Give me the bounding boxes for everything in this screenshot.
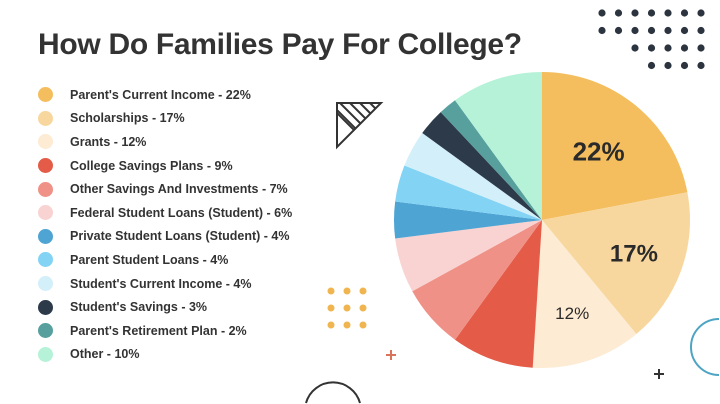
legend-swatch bbox=[38, 299, 53, 315]
dot bbox=[664, 44, 672, 52]
dot bbox=[359, 287, 367, 295]
legend-item: Student's Current Income - 4% bbox=[38, 272, 292, 296]
pie-slice bbox=[404, 133, 542, 220]
dot bbox=[647, 26, 656, 35]
legend-label: College Savings Plans - 9% bbox=[70, 158, 233, 173]
slice-data-label: 12% bbox=[555, 304, 589, 323]
dot bbox=[647, 44, 656, 52]
legend-label: Scholarships - 17% bbox=[70, 111, 185, 126]
legend-label: Other Savings And Investments - 7% bbox=[70, 182, 288, 197]
legend-item: Other - 10% bbox=[38, 343, 292, 367]
teal-circle-decoration bbox=[690, 318, 720, 376]
dot bbox=[327, 304, 335, 312]
dot bbox=[697, 61, 705, 70]
legend-swatch bbox=[38, 134, 53, 150]
pie-slice bbox=[394, 201, 542, 239]
legend-label: Parent's Retirement Plan - 2% bbox=[70, 323, 247, 338]
dot bbox=[614, 9, 623, 17]
legend-item: Parent's Retirement Plan - 2% bbox=[38, 319, 292, 343]
legend-swatch bbox=[38, 110, 53, 126]
legend-label: Private Student Loans (Student) - 4% bbox=[70, 229, 290, 244]
pie-slice bbox=[532, 220, 637, 368]
dot bbox=[343, 321, 351, 329]
legend-label: Other - 10% bbox=[70, 347, 140, 362]
pie-slice bbox=[395, 220, 542, 292]
legend-label: Student's Current Income - 4% bbox=[70, 276, 252, 291]
legend-item: Scholarships - 17% bbox=[38, 107, 292, 131]
legend-swatch bbox=[38, 205, 53, 221]
dot bbox=[598, 9, 606, 17]
dot bbox=[697, 9, 705, 17]
slice-data-label: 17% bbox=[610, 240, 658, 267]
pie-slice bbox=[422, 112, 542, 220]
legend-item: Parent Student Loans - 4% bbox=[38, 248, 292, 272]
dot bbox=[327, 287, 335, 295]
dot bbox=[664, 61, 672, 70]
legend-swatch bbox=[38, 228, 53, 244]
dot bbox=[664, 26, 672, 35]
legend: Parent's Current Income - 22% Scholarship… bbox=[38, 83, 292, 366]
plus-decoration bbox=[654, 369, 664, 379]
legend-label: Parent Student Loans - 4% bbox=[70, 252, 229, 267]
pie-slice bbox=[395, 165, 542, 220]
pie-slice bbox=[412, 220, 542, 340]
slice-data-label: 22% bbox=[573, 137, 625, 167]
dot bbox=[680, 9, 689, 17]
legend-label: Parent's Current Income - 22% bbox=[70, 87, 251, 102]
dot bbox=[327, 321, 335, 329]
dot bbox=[631, 26, 639, 35]
legend-swatch bbox=[38, 181, 53, 197]
legend-item: College Savings Plans - 9% bbox=[38, 154, 292, 178]
legend-item: Private Student Loans (Student) - 4% bbox=[38, 225, 292, 249]
dot bbox=[343, 287, 351, 295]
legend-item: Grants - 12% bbox=[38, 130, 292, 154]
legend-swatch bbox=[38, 158, 53, 174]
dot bbox=[647, 61, 656, 70]
dot bbox=[631, 44, 639, 52]
dot bbox=[680, 26, 689, 35]
dot bbox=[664, 9, 672, 17]
pie-slice bbox=[455, 220, 542, 368]
pie-slice bbox=[542, 192, 691, 335]
pie-slice bbox=[542, 72, 688, 220]
pie-slice bbox=[440, 100, 542, 220]
legend-label: Grants - 12% bbox=[70, 134, 147, 149]
dot bbox=[598, 26, 606, 35]
legend-item: Parent's Current Income - 22% bbox=[38, 83, 292, 107]
dot bbox=[680, 61, 689, 70]
legend-label: Federal Student Loans (Student) - 6% bbox=[70, 205, 293, 220]
plus-decoration bbox=[386, 350, 396, 360]
circle-outline-decoration bbox=[305, 381, 361, 404]
legend-swatch bbox=[38, 323, 53, 339]
chart-title: How Do Families Pay For College? bbox=[38, 28, 522, 61]
legend-item: Other Savings And Investments - 7% bbox=[38, 177, 292, 201]
dot bbox=[614, 26, 623, 35]
dot bbox=[359, 321, 367, 329]
dot bbox=[697, 26, 705, 35]
dot bbox=[680, 44, 689, 52]
dot bbox=[647, 9, 656, 17]
orange-dot-grid-decoration bbox=[327, 287, 367, 329]
legend-swatch bbox=[38, 346, 53, 362]
legend-swatch bbox=[38, 276, 53, 292]
pie-slice bbox=[455, 72, 542, 220]
legend-item: Federal Student Loans (Student) - 6% bbox=[38, 201, 292, 225]
legend-label: Student's Savings - 3% bbox=[70, 300, 208, 315]
legend-swatch bbox=[38, 252, 53, 268]
dot bbox=[631, 9, 639, 17]
dot bbox=[343, 304, 351, 312]
legend-swatch bbox=[38, 87, 53, 103]
legend-item: Student's Savings - 3% bbox=[38, 295, 292, 319]
dot-grid-decoration bbox=[598, 9, 705, 70]
dot bbox=[359, 304, 367, 312]
dot bbox=[697, 44, 705, 52]
